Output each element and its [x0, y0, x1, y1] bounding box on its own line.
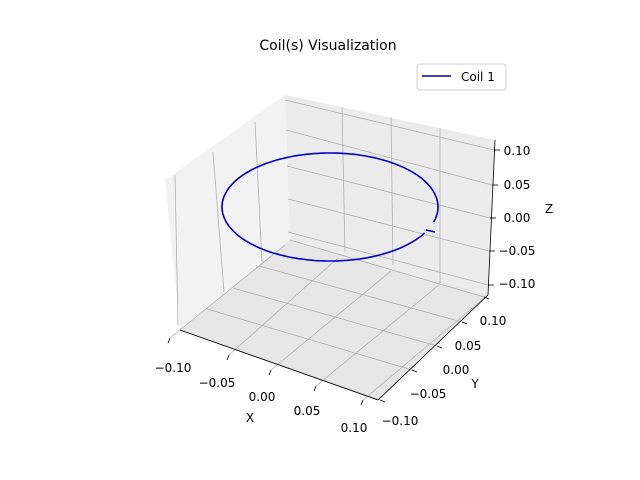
grid-line-z — [287, 231, 489, 286]
grid-line-y — [258, 265, 463, 323]
x-tick — [167, 337, 171, 344]
y-tick — [411, 369, 418, 373]
grid-line-y — [206, 308, 413, 371]
grid-line-x — [169, 244, 286, 339]
x-tick — [360, 399, 364, 406]
grid-line-wall — [341, 106, 346, 253]
grid-line-x — [270, 270, 392, 371]
x-tick-label: −0.05 — [199, 376, 236, 390]
pane-left — [165, 95, 290, 330]
grid-line-wall — [254, 121, 263, 263]
z-axis-label: Z — [545, 202, 553, 216]
grid-line-z — [286, 165, 491, 219]
grid-line-x — [315, 283, 441, 387]
z-tick-label: 0.00 — [504, 211, 531, 225]
legend-label: Coil 1 — [461, 70, 495, 84]
x-axis-label: X — [246, 411, 254, 425]
y-tick-label: 0.05 — [455, 339, 482, 353]
z-tick-label: 0.05 — [504, 178, 531, 192]
grid-line-wall — [212, 151, 225, 293]
x-tick-label: 0.05 — [294, 404, 321, 418]
grid-lines — [169, 99, 495, 401]
grid-line-x — [362, 294, 489, 401]
legend: Coil 1 — [416, 63, 507, 91]
y-tick — [379, 399, 386, 403]
y-tick-label: −0.05 — [410, 387, 447, 401]
grid-line-x — [228, 257, 339, 356]
x-tick — [268, 369, 272, 376]
x-tick-label: −0.10 — [155, 361, 192, 375]
grid-line-wall — [390, 116, 394, 266]
coil-lead — [425, 229, 436, 233]
y-tick — [436, 345, 443, 349]
chart-title: Coil(s) Visualization — [259, 38, 396, 54]
grid-line-z — [287, 198, 490, 252]
y-tick — [461, 321, 468, 325]
legend-box — [416, 63, 507, 91]
x-tick — [313, 385, 317, 392]
y-tick-label: 0.10 — [480, 314, 507, 328]
x-tick — [226, 354, 230, 361]
y-axis-label: Y — [470, 377, 479, 391]
axis-edges — [179, 139, 496, 401]
z-tick-label: −0.05 — [499, 244, 536, 258]
tick-labels: −0.10 −0.10 −0.10 −0.05 −0.05 −0.05 0.00 0.00 0.… — [155, 144, 536, 435]
coil-line-1 — [221, 152, 439, 262]
y-tick-label: −0.10 — [382, 414, 419, 428]
series-lines — [221, 152, 439, 262]
z-tick-label: 0.10 — [504, 144, 531, 158]
grid-line-z — [284, 99, 495, 151]
grid-line-y — [232, 287, 438, 347]
tick-marks — [167, 149, 500, 406]
grid-line-y — [289, 239, 485, 298]
y-tick-label: 0.00 — [443, 363, 470, 377]
x-tick-label: 0.10 — [341, 421, 368, 435]
x-tick-label: 0.00 — [249, 390, 276, 404]
grid-line-wall — [174, 174, 179, 327]
z-tick-label: −0.10 — [499, 277, 536, 291]
y-tick — [483, 296, 490, 300]
grid-line-z — [285, 129, 493, 186]
